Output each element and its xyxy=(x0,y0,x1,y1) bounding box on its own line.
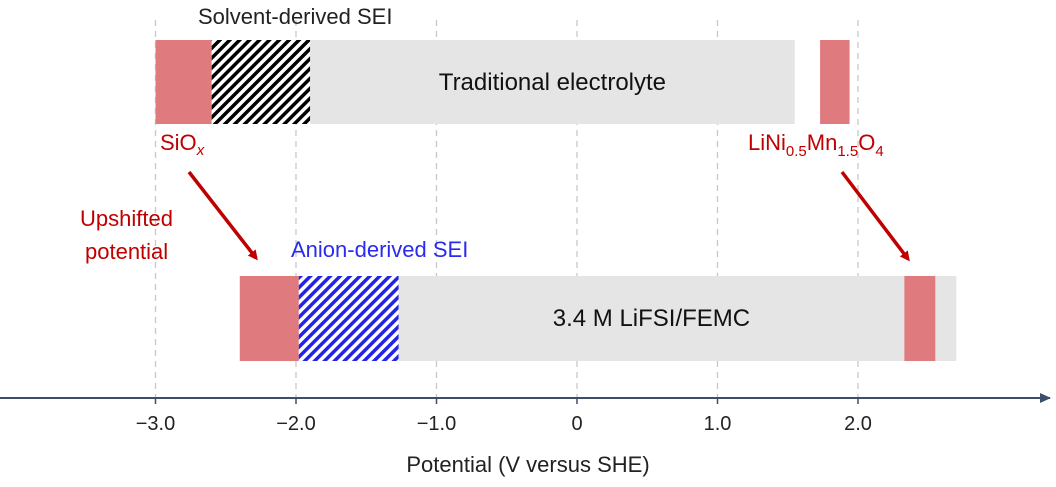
cathode-shift-arrow xyxy=(840,170,910,262)
traditional-anode-region xyxy=(155,40,212,124)
gridlines xyxy=(154,20,859,398)
traditional-cathode-region xyxy=(820,40,850,124)
new-anode-region xyxy=(239,276,299,361)
axis-tick-label: 2.0 xyxy=(844,413,872,435)
new-electrolyte-label: 3.4 M LiFSI/FEMC xyxy=(553,305,750,332)
traditional-electrolyte-window: Traditional electrolyte xyxy=(155,40,850,124)
new-electrolyte-window: 3.4 M LiFSI/FEMC xyxy=(239,276,957,361)
traditional-electrolyte-label: Traditional electrolyte xyxy=(439,69,666,96)
cathode-material-label: LiNi0.5Mn1.5O4 xyxy=(748,130,884,160)
anion-derived-sei-region xyxy=(298,276,399,361)
anion-sei-label: Anion-derived SEI xyxy=(291,237,468,262)
new-cathode-region xyxy=(904,276,936,361)
axis-tick-label: −2.0 xyxy=(276,413,315,435)
solvent-sei-label: Solvent-derived SEI xyxy=(198,4,392,29)
axis-tick-label: 1.0 xyxy=(704,413,732,435)
anode-shift-arrow xyxy=(187,170,258,261)
upshift-label-line2: potential xyxy=(85,239,168,264)
axis-tick-label: −3.0 xyxy=(136,413,175,435)
anode-material-label: SiOx xyxy=(160,130,205,159)
axis-title: Potential (V versus SHE) xyxy=(406,452,649,477)
upshift-label-line1: Upshifted xyxy=(80,206,173,231)
axis-tick-label: 0 xyxy=(571,413,582,435)
axis-ticks: −3.0 −2.0 −1.0 0 1.0 2.0 xyxy=(136,398,872,435)
axis-tick-label: −1.0 xyxy=(417,413,456,435)
solvent-derived-sei-region xyxy=(211,40,311,124)
